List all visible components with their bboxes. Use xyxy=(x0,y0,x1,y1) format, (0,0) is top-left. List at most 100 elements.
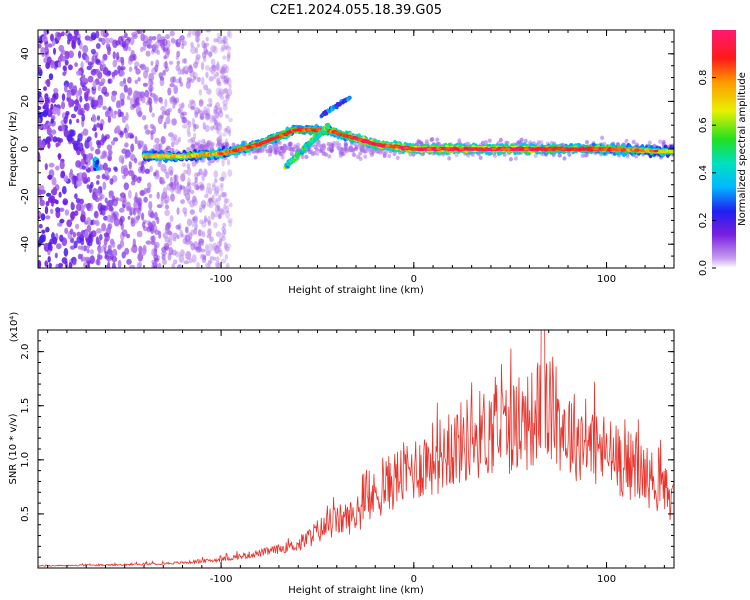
noise-point xyxy=(217,91,223,98)
noise-point xyxy=(75,198,81,204)
noise-point xyxy=(38,185,45,191)
faint-point xyxy=(267,152,272,157)
noise-point xyxy=(166,229,172,235)
noise-point xyxy=(55,142,59,148)
noise-point xyxy=(136,176,142,184)
noise-point xyxy=(213,64,217,73)
noise-point xyxy=(204,170,208,176)
noise-point xyxy=(74,223,80,230)
spectrogram-xlabel: Height of straight line (km) xyxy=(288,285,424,296)
noise-point xyxy=(222,222,227,228)
noise-point xyxy=(196,36,200,43)
faint-point xyxy=(387,153,392,159)
noise-point xyxy=(128,66,133,72)
noise-point xyxy=(208,75,214,82)
noise-point xyxy=(219,250,223,257)
faint-point xyxy=(287,142,292,147)
faint-point xyxy=(523,138,528,144)
noise-point xyxy=(225,125,231,134)
noise-point xyxy=(186,218,192,227)
noise-point xyxy=(83,104,87,111)
y-tick-label: 40 xyxy=(20,47,31,60)
faint-point xyxy=(296,145,300,151)
noise-point xyxy=(63,175,69,183)
noise-point xyxy=(179,185,186,190)
noise-point xyxy=(133,207,137,216)
noise-point xyxy=(185,192,191,201)
noise-point xyxy=(122,204,126,209)
noise-point xyxy=(217,36,223,45)
noise-point xyxy=(193,215,199,224)
noise-point xyxy=(227,169,233,177)
noise-point xyxy=(95,43,101,49)
noise-point xyxy=(203,45,208,54)
noise-point xyxy=(66,134,73,142)
noise-point xyxy=(213,123,219,130)
noise-point xyxy=(219,183,224,188)
noise-point xyxy=(132,174,138,183)
noise-point xyxy=(197,247,202,252)
noise-point xyxy=(191,254,197,263)
noise-point xyxy=(182,237,188,245)
noise-point xyxy=(90,181,94,189)
noise-point xyxy=(137,77,141,82)
noise-point xyxy=(75,70,82,76)
noise-point xyxy=(198,99,204,104)
ridge-peak xyxy=(523,147,529,151)
noise-point xyxy=(41,229,46,234)
noise-point xyxy=(125,130,129,140)
noise-point xyxy=(79,95,83,103)
noise-point xyxy=(156,191,160,200)
faint-point xyxy=(273,147,278,153)
ridge-peak xyxy=(547,147,552,151)
y-tick-label: 2.0 xyxy=(20,344,31,360)
ridge-peak xyxy=(334,131,340,135)
noise-point xyxy=(43,102,49,109)
y-tick-label: 1.5 xyxy=(20,398,31,414)
noise-point xyxy=(117,65,121,74)
noise-point xyxy=(48,162,55,168)
x-tick-label: 0 xyxy=(411,574,417,585)
colorbar-tick-label: 0.0 xyxy=(698,260,709,276)
noise-point xyxy=(131,31,138,37)
noise-point xyxy=(90,48,96,55)
x-tick-label: 100 xyxy=(597,574,616,585)
noise-point xyxy=(164,199,168,205)
noise-point xyxy=(177,189,182,195)
noise-point xyxy=(134,136,138,145)
noise-point xyxy=(38,223,43,229)
noise-point xyxy=(206,88,212,95)
noise-point xyxy=(75,160,82,168)
ridge-peak xyxy=(357,138,363,142)
noise-point xyxy=(220,235,226,242)
noise-point xyxy=(162,187,168,196)
faint-point xyxy=(280,151,285,157)
noise-point xyxy=(216,61,220,71)
noise-point xyxy=(77,133,83,142)
faint-point xyxy=(484,140,488,145)
noise-point xyxy=(112,59,118,68)
noise-point xyxy=(124,32,128,39)
noise-point xyxy=(109,215,114,224)
faint-point xyxy=(358,156,363,161)
noise-point xyxy=(50,208,54,214)
ridge-peak xyxy=(621,148,626,152)
noise-point xyxy=(73,105,78,112)
noise-point xyxy=(216,77,221,83)
ridge-peak xyxy=(491,147,497,151)
noise-point xyxy=(129,152,134,161)
ridge-peak xyxy=(653,149,659,153)
noise-point xyxy=(182,162,187,167)
noise-point xyxy=(205,250,211,256)
noise-point xyxy=(205,49,209,55)
noise-point xyxy=(136,230,143,238)
noise-point xyxy=(221,191,228,198)
ridge-peak xyxy=(232,148,238,152)
noise-point xyxy=(101,222,107,232)
noise-point xyxy=(76,231,82,237)
noise-point xyxy=(38,111,45,117)
colorbar-tick-label: 0.4 xyxy=(698,165,709,181)
noise-point xyxy=(186,78,192,84)
noise-point xyxy=(192,123,197,132)
faint-point xyxy=(580,153,585,158)
